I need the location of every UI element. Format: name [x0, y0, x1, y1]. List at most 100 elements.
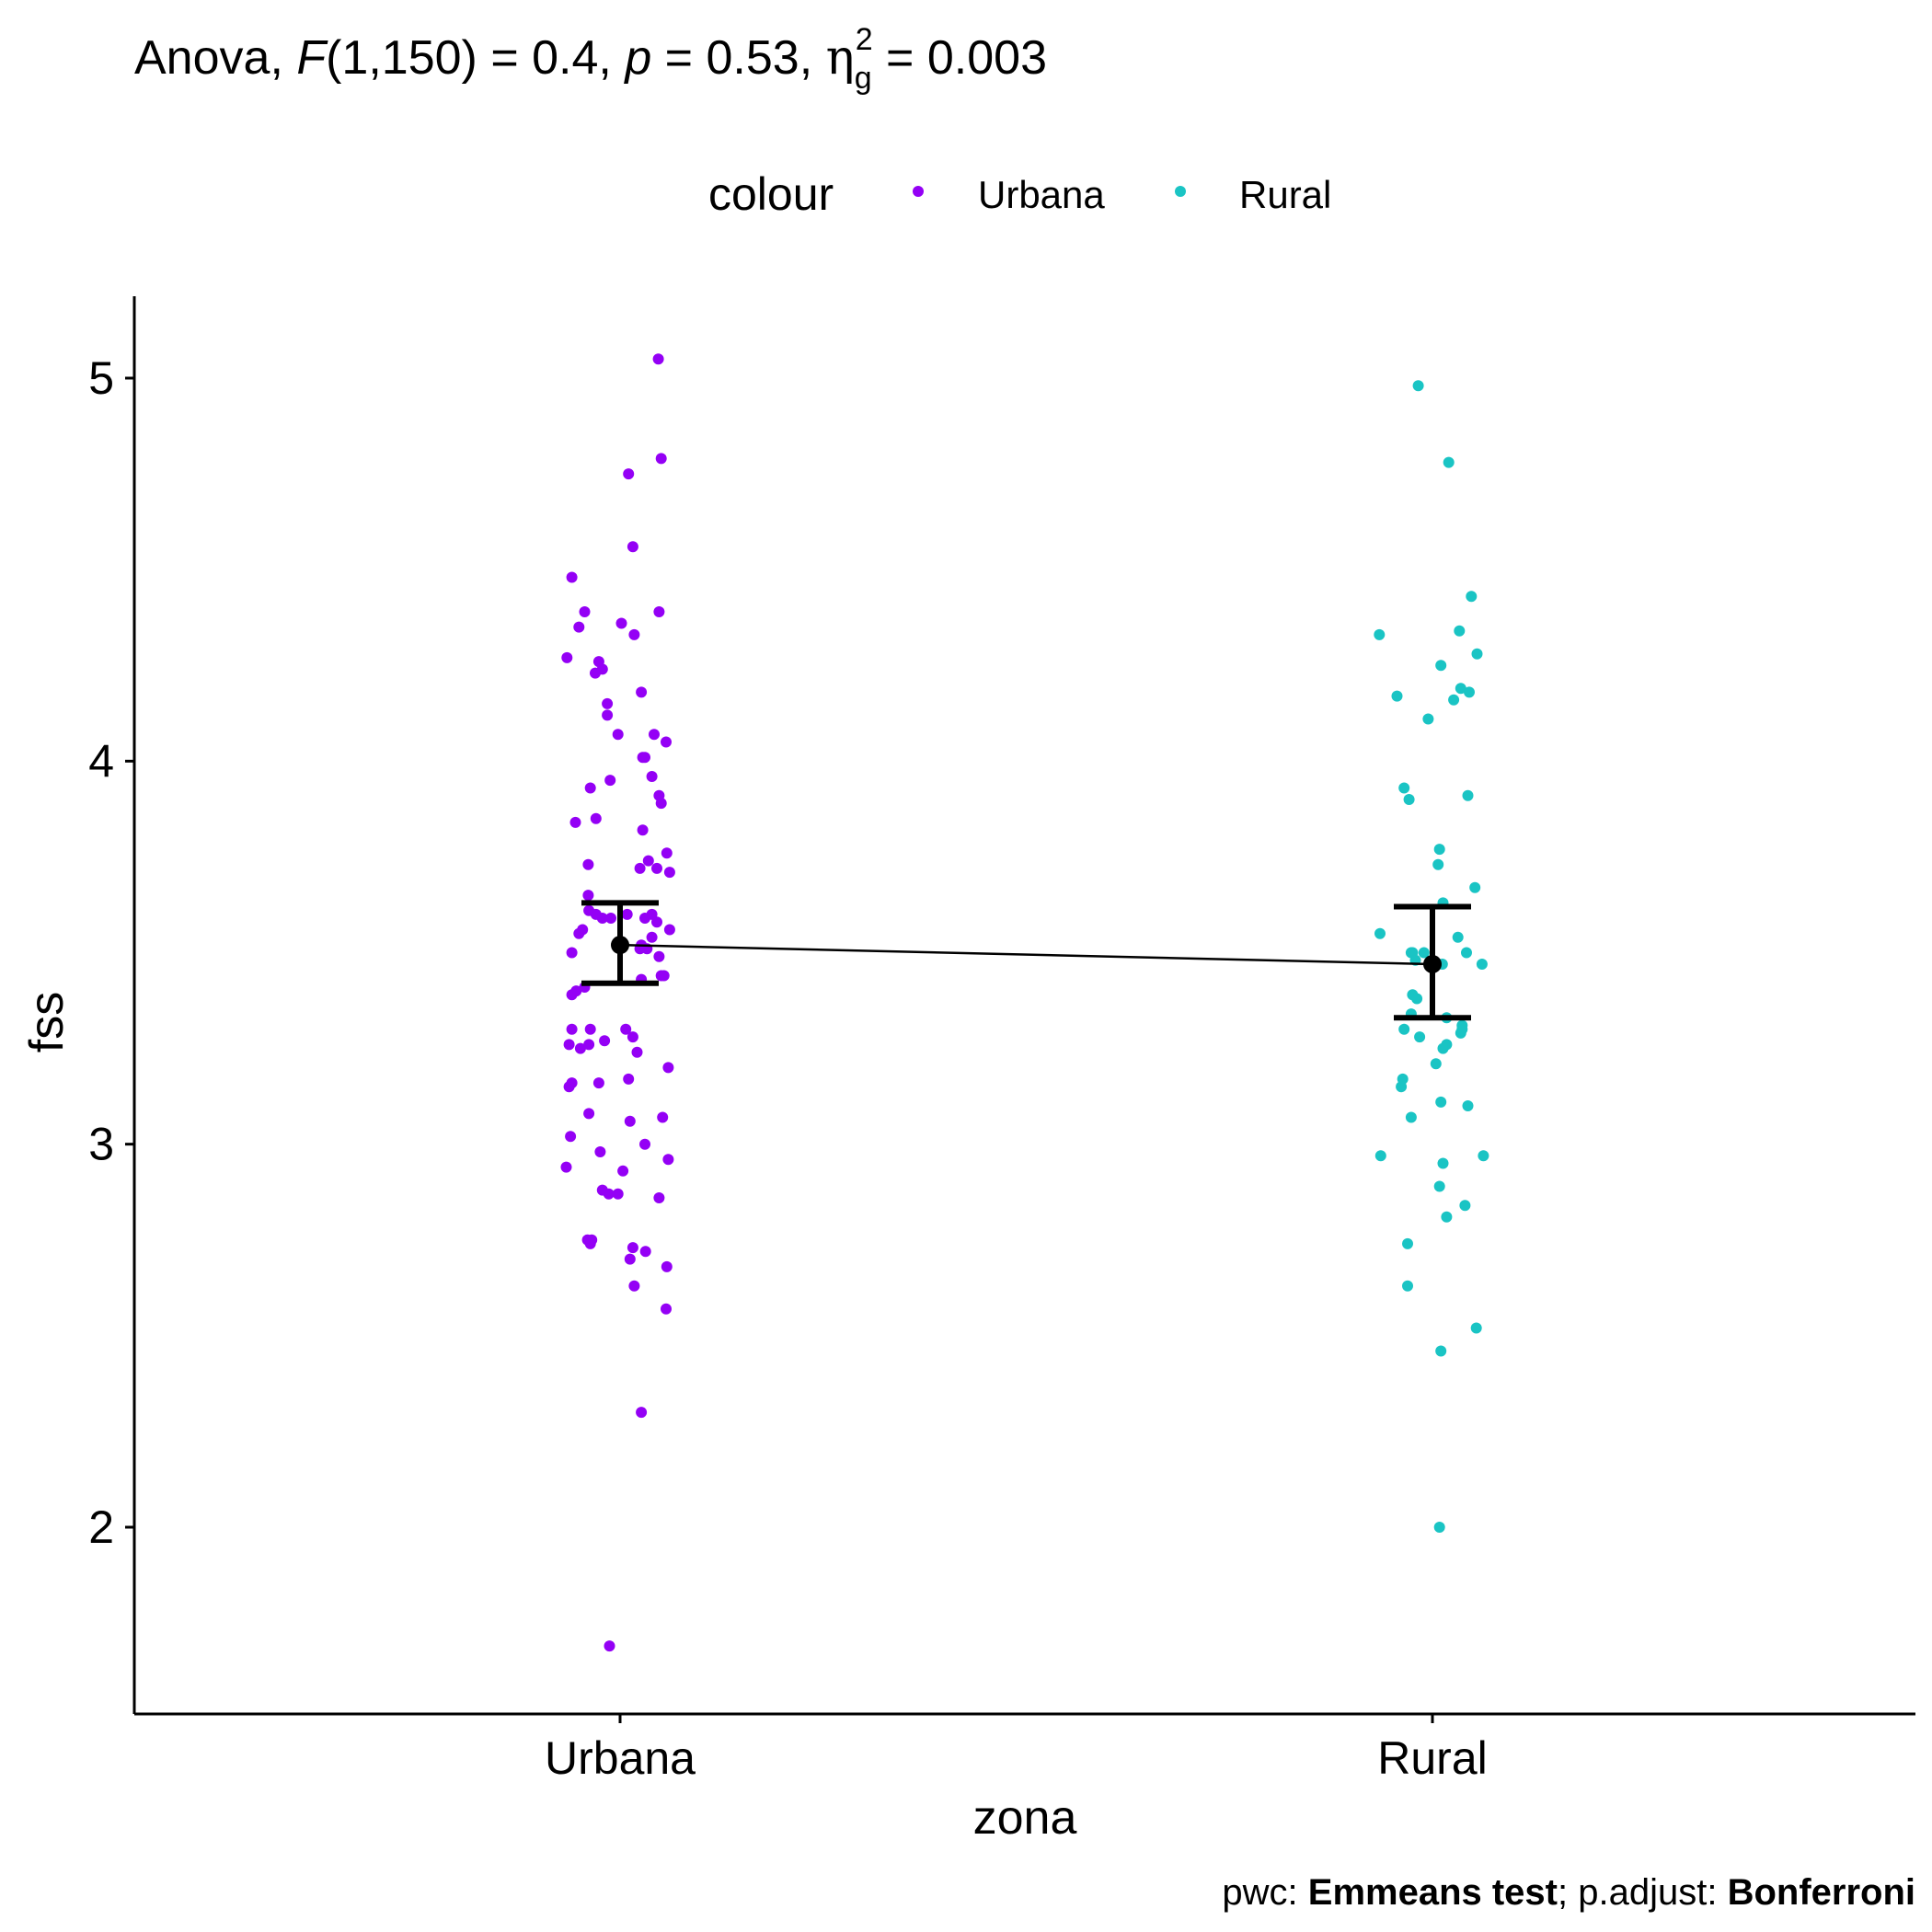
data-point-urbana — [624, 1253, 636, 1265]
data-point-rural — [1462, 789, 1474, 801]
data-point-urbana — [651, 916, 662, 928]
subtitle-prefix: Anova, — [134, 31, 296, 85]
mean-connector-line — [619, 943, 1433, 966]
data-point-urbana — [584, 1237, 596, 1249]
data-point-urbana — [653, 950, 665, 962]
data-point-urbana — [649, 729, 660, 741]
data-point-urbana — [653, 1192, 665, 1203]
data-point-urbana — [624, 1115, 636, 1127]
data-point-urbana — [566, 989, 578, 1001]
x-ticks: Urbana Rural — [545, 1714, 1488, 1784]
data-point-urbana — [628, 628, 640, 640]
data-point-rural — [1435, 660, 1447, 672]
data-point-urbana — [566, 1023, 578, 1035]
data-point-urbana — [623, 468, 635, 480]
data-point-rural — [1422, 713, 1434, 725]
data-point-urbana — [590, 812, 602, 824]
summary-stats — [581, 900, 1471, 1021]
y-ticks: 2 3 4 5 — [88, 352, 134, 1553]
subtitle-eta-sub: g — [855, 61, 872, 96]
data-point-urbana — [573, 621, 585, 633]
caption-pwc-label: pwc: — [1222, 1872, 1307, 1913]
legend-key-urbana — [913, 186, 924, 197]
data-point-urbana — [563, 1081, 575, 1093]
data-point-urbana — [583, 1039, 595, 1051]
data-point-urbana — [584, 782, 596, 794]
data-point-urbana — [655, 453, 667, 465]
subtitle-df: (1,150) = 0.4, — [326, 31, 625, 85]
data-point-urbana — [661, 736, 672, 748]
data-point-urbana — [582, 858, 594, 870]
data-point-urbana — [655, 970, 667, 982]
data-point-rural — [1374, 927, 1386, 939]
data-point-urbana — [583, 1108, 595, 1120]
data-point-urbana — [623, 1073, 635, 1085]
data-point-urbana — [599, 1035, 611, 1047]
subtitle-p-value: = 0.53, — [651, 31, 825, 85]
x-tick-label: Rural — [1377, 1732, 1487, 1784]
data-point-urbana — [565, 1131, 577, 1143]
data-point-rural — [1403, 794, 1415, 805]
data-point-urbana — [604, 775, 616, 787]
data-point-urbana — [631, 1046, 643, 1058]
data-points — [560, 353, 1489, 1652]
data-point-rural — [1398, 1023, 1410, 1035]
data-point-urbana — [651, 862, 662, 874]
data-point-rural — [1476, 959, 1488, 970]
data-point-urbana — [661, 847, 673, 859]
data-point-urbana — [612, 729, 624, 741]
data-point-urbana — [655, 798, 667, 810]
data-point-rural — [1466, 591, 1478, 603]
data-point-urbana — [602, 709, 614, 721]
y-axis-label: fss — [20, 992, 74, 1052]
subtitle-f-symbol: F — [296, 31, 328, 85]
subtitle-p-symbol: p — [623, 31, 651, 85]
data-point-urbana — [662, 1062, 674, 1074]
data-point-urbana — [605, 913, 616, 924]
x-tick-label: Urbana — [545, 1732, 696, 1784]
data-point-urbana — [627, 541, 638, 553]
mean-point-rural — [1423, 954, 1442, 973]
data-point-urbana — [639, 1246, 651, 1258]
data-point-urbana — [627, 1031, 638, 1043]
data-point-rural — [1405, 1111, 1417, 1123]
y-tick-label: 3 — [88, 1119, 114, 1170]
data-point-rural — [1432, 858, 1444, 870]
data-point-rural — [1441, 1211, 1453, 1223]
legend-key-rural — [1175, 186, 1186, 197]
legend-label-urbana: Urbana — [978, 173, 1105, 216]
data-point-urbana — [661, 1303, 672, 1315]
data-point-rural — [1402, 1237, 1413, 1249]
data-point-urbana — [642, 855, 654, 867]
mean-point-urbana — [611, 936, 629, 955]
data-point-urbana — [594, 1146, 606, 1157]
data-point-urbana — [639, 1138, 650, 1150]
data-point-rural — [1435, 1345, 1447, 1357]
data-point-urbana — [634, 862, 646, 874]
subtitle-eta-sup: 2 — [856, 22, 873, 57]
data-point-rural — [1398, 782, 1410, 794]
data-point-urbana — [584, 1023, 596, 1035]
data-point-urbana — [612, 1188, 624, 1200]
data-point-urbana — [602, 697, 614, 709]
caption-adjust-value: Bonferroni — [1728, 1872, 1915, 1913]
data-point-rural — [1414, 1031, 1426, 1043]
data-point-urbana — [620, 1023, 632, 1035]
data-point-rural — [1418, 947, 1430, 959]
data-point-urbana — [652, 353, 664, 365]
chart-caption: pwc: Emmeans test; p.adjust: Bonferroni — [1222, 1872, 1915, 1913]
data-point-rural — [1443, 456, 1455, 468]
x-axis-label: zona — [973, 1791, 1077, 1845]
data-point-urbana — [604, 1640, 615, 1652]
data-point-urbana — [639, 752, 650, 764]
data-point-rural — [1430, 1058, 1442, 1070]
data-point-rural — [1452, 931, 1464, 943]
data-point-urbana — [636, 1407, 648, 1419]
data-point-rural — [1456, 1023, 1468, 1035]
data-point-urbana — [596, 663, 608, 675]
data-point-urbana — [617, 1165, 629, 1177]
data-point-urbana — [573, 927, 585, 939]
caption-pwc-value: Emmeans test — [1308, 1872, 1558, 1913]
subtitle-eta-symbol: η — [826, 30, 855, 86]
data-point-urbana — [566, 947, 578, 959]
